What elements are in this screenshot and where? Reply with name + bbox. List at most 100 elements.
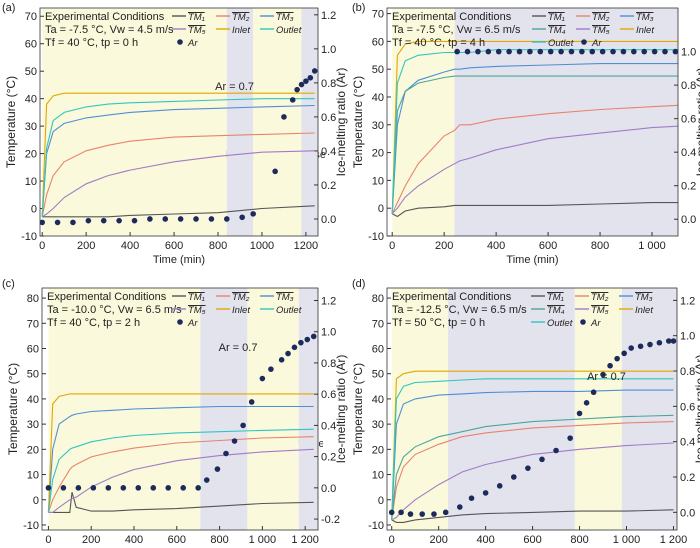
ar-point bbox=[475, 48, 481, 55]
ar-point bbox=[281, 114, 287, 120]
y-tick-label: 50 bbox=[372, 64, 384, 76]
ar-point bbox=[54, 219, 61, 226]
ar-point bbox=[298, 81, 305, 88]
ar-point bbox=[610, 48, 616, 55]
y-tick-label: 40 bbox=[25, 94, 37, 106]
series-line bbox=[391, 370, 674, 520]
y2-axis-label: Ice-melting ratio (Ar) bbox=[334, 68, 348, 177]
legend-label: Outlet bbox=[548, 38, 574, 49]
y-tick-label: 0 bbox=[31, 204, 37, 216]
legend-label: TM₂ bbox=[591, 292, 609, 303]
ar-point bbox=[553, 447, 559, 454]
y2-tick-label: 1.2 bbox=[321, 295, 336, 307]
y-tick-label: 60 bbox=[372, 36, 384, 48]
ar-point bbox=[294, 86, 300, 93]
ar-point bbox=[431, 511, 437, 517]
y2-tick-label: 0.4 bbox=[681, 147, 696, 159]
y2-tick-label: 1.2 bbox=[680, 295, 695, 307]
legend-marker bbox=[580, 319, 586, 325]
x-tick-label: 400 bbox=[125, 534, 143, 546]
legend-marker bbox=[581, 39, 587, 45]
plot-frame bbox=[386, 287, 678, 531]
y-tick-label: 0 bbox=[378, 495, 384, 507]
phase-region bbox=[298, 288, 318, 530]
ar-point bbox=[388, 509, 395, 516]
y-tick-label: -10 bbox=[368, 520, 384, 532]
x-tick-label: 0 bbox=[39, 240, 45, 252]
x-tick-label: 200 bbox=[429, 534, 447, 546]
annotation: Ar = 0.7 bbox=[215, 81, 254, 93]
x-tick-label: 1000 bbox=[250, 240, 274, 252]
ar-point bbox=[495, 48, 502, 55]
ar-point bbox=[278, 357, 285, 363]
phase-region bbox=[454, 8, 678, 236]
panel-label: (c) bbox=[2, 278, 15, 290]
y-tick-label: 10 bbox=[372, 470, 384, 482]
ar-point bbox=[285, 350, 291, 357]
ar-point bbox=[537, 48, 544, 55]
ar-point bbox=[135, 485, 142, 491]
legend-label: Ar bbox=[591, 38, 602, 49]
x-tick-label: 1 200 bbox=[291, 534, 319, 546]
series-line bbox=[47, 405, 314, 513]
legend-label: TM₂ bbox=[232, 292, 250, 303]
series-line bbox=[391, 104, 678, 215]
ar-point bbox=[607, 362, 613, 369]
legend-marker bbox=[177, 39, 183, 45]
ar-point bbox=[231, 438, 238, 444]
y2-axis-label: Ice-melting ratio (Ar) bbox=[334, 355, 348, 464]
y2-tick-label: 1.0 bbox=[680, 331, 695, 343]
ar-point bbox=[620, 48, 627, 55]
legend-label: TM₃ bbox=[636, 12, 654, 23]
x-tick-label: 200 bbox=[77, 240, 95, 252]
ar-point bbox=[90, 485, 97, 491]
series-group bbox=[40, 68, 318, 226]
legend-label: TM₅ bbox=[591, 305, 609, 316]
y2-tick-label: 0.0 bbox=[680, 507, 695, 519]
x-tick-label: 600 bbox=[168, 534, 186, 546]
legend-label: TM₁ bbox=[188, 292, 205, 303]
y-tick-label: 60 bbox=[27, 344, 39, 356]
ar-point bbox=[590, 389, 597, 396]
ar-point bbox=[250, 211, 256, 217]
y-tick-label: 80 bbox=[27, 293, 39, 305]
ar-point bbox=[40, 219, 45, 226]
series-line bbox=[41, 104, 315, 217]
ar-point bbox=[511, 474, 517, 480]
series-group bbox=[388, 338, 677, 523]
x-axis-label: Time (min) bbox=[506, 254, 558, 266]
y-tick-label: 70 bbox=[372, 9, 384, 21]
legend-label: Inlet bbox=[636, 25, 654, 36]
ar-point bbox=[105, 485, 112, 491]
x-tick-label: 0 bbox=[45, 534, 51, 546]
legend-label: TM₁ bbox=[188, 12, 205, 23]
y-tick-label: 30 bbox=[27, 419, 39, 431]
y-tick-label: 80 bbox=[372, 293, 384, 305]
y-tick-label: 70 bbox=[25, 11, 37, 23]
legend-label: Inlet bbox=[232, 305, 250, 316]
x-tick-label: 800 bbox=[591, 240, 609, 252]
legend-label: TM₅ bbox=[188, 305, 206, 316]
conditions-title: Experimental Conditions bbox=[45, 11, 165, 23]
x-axis-label: Time (min) bbox=[153, 254, 205, 266]
y-tick-label: 40 bbox=[27, 394, 39, 406]
x-tick-label: 800 bbox=[209, 240, 227, 252]
ar-point bbox=[442, 509, 449, 516]
phase-region bbox=[200, 288, 248, 530]
ar-point bbox=[272, 168, 278, 175]
x-tick-label: 400 bbox=[476, 534, 494, 546]
y-tick-label: 70 bbox=[372, 318, 384, 330]
ar-point bbox=[131, 217, 138, 224]
ar-point bbox=[147, 216, 153, 222]
y2-tick-label: 0.2 bbox=[321, 180, 336, 192]
ar-point bbox=[583, 400, 590, 406]
y2-tick-label: 0.8 bbox=[681, 80, 696, 92]
ar-point bbox=[307, 74, 314, 81]
x-tick-label: 200 bbox=[82, 534, 100, 546]
x-tick-label: 0 bbox=[389, 534, 395, 546]
y2-tick-label: -0.2 bbox=[321, 514, 340, 526]
y2-tick-label: 0.6 bbox=[680, 401, 695, 413]
y-tick-label: 70 bbox=[27, 318, 39, 330]
conditions-line: Ta = -12.5 °C, Vw = 6.5 m/s bbox=[392, 304, 527, 316]
